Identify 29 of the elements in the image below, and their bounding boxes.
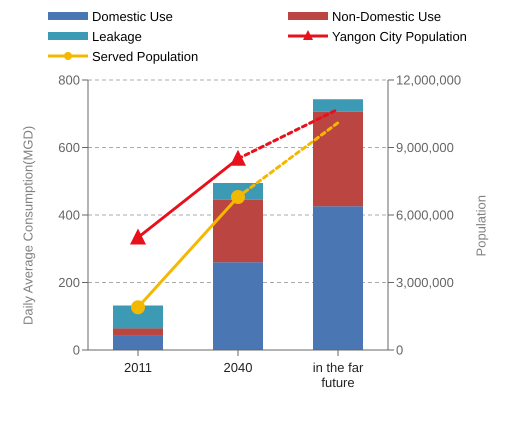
- bar: [213, 262, 263, 350]
- x-tick-label: 2040: [224, 360, 252, 375]
- legend-label: Domestic Use: [92, 8, 173, 24]
- legend-label: Served Population: [92, 48, 198, 64]
- y-axis-title: Daily Average Consumption(MGD): [20, 126, 36, 325]
- y2-tick-label: 6,000,000: [396, 208, 454, 223]
- y2-tick-label: 0: [396, 342, 404, 358]
- bar: [313, 206, 363, 350]
- y2-tick-label: 9,000,000: [396, 140, 454, 156]
- y-tick-label: 400: [58, 208, 80, 223]
- point: [131, 300, 145, 314]
- bar: [113, 305, 163, 328]
- legend-label: Non-Domestic Use: [332, 8, 442, 24]
- y-tick-label: 200: [58, 275, 80, 290]
- y2-tick-label: 3,000,000: [396, 275, 454, 290]
- bar: [213, 200, 263, 262]
- y-tick-label: 800: [58, 72, 80, 88]
- y-tick-label: 0: [72, 342, 80, 358]
- y2-tick-label: 12,000,000: [396, 72, 462, 88]
- x-tick-label: 2011: [124, 360, 152, 375]
- bar: [313, 112, 363, 206]
- y2-axis-title: Population: [474, 195, 489, 256]
- y-tick-label: 600: [58, 140, 80, 156]
- bar: [313, 99, 363, 112]
- legend-label: Leakage: [92, 28, 142, 44]
- bar: [113, 336, 163, 350]
- x-tick-label: in the far future: [312, 360, 364, 390]
- legend-label: Yangon City Population: [332, 28, 467, 44]
- bar: [113, 328, 163, 336]
